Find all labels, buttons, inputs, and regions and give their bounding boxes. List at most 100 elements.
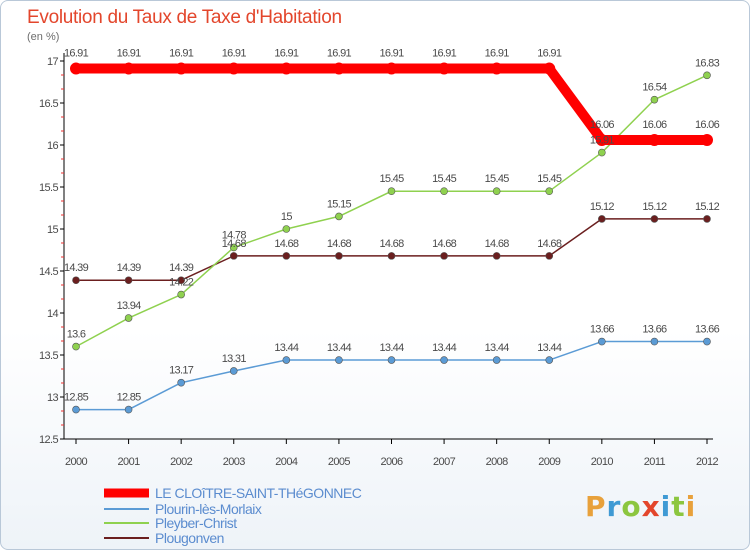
x-tick-label: 2007 [433, 456, 456, 468]
data-point [72, 405, 80, 414]
data-point [335, 356, 343, 364]
y-tick-label: 16 [47, 140, 59, 152]
data-point [177, 276, 185, 285]
data-point [598, 337, 606, 346]
data-point [70, 62, 82, 75]
data-label: 16.06 [642, 119, 667, 131]
x-tick-label: 2004 [275, 456, 298, 468]
data-label: 15.45 [537, 173, 562, 185]
data-point [492, 252, 501, 260]
data-label: 16.83 [695, 57, 720, 69]
data-label: 16.91 [117, 48, 142, 60]
data-label: 16.91 [432, 48, 457, 60]
data-point [492, 187, 501, 195]
data-point [175, 62, 188, 75]
data-label: 14.22 [169, 277, 194, 289]
data-point [440, 356, 448, 364]
data-point [545, 356, 554, 364]
x-tick-label: 2010 [591, 456, 614, 468]
data-point [177, 378, 185, 387]
data-label: 14.68 [327, 238, 352, 250]
legend-label: Plougonven [155, 530, 224, 546]
data-point [282, 252, 291, 260]
data-point [650, 215, 659, 223]
data-point [280, 62, 293, 75]
data-label: 16.91 [169, 48, 194, 60]
data-label: 13.44 [537, 342, 562, 354]
data-label: 14.39 [64, 262, 89, 274]
data-point [229, 367, 238, 375]
data-label: 16.54 [642, 82, 667, 94]
x-tick-label: 2006 [380, 456, 403, 468]
data-point [598, 148, 606, 157]
data-point [648, 133, 661, 146]
y-tick-label: 14 [47, 308, 59, 320]
data-point [598, 215, 606, 223]
data-label: 13.66 [642, 324, 667, 336]
legend-label: LE CLOîTRE-SAINT-THéGONNEC [155, 485, 362, 501]
data-label: 16.91 [327, 48, 352, 60]
x-tick-label: 2003 [223, 456, 246, 468]
x-tick-label: 2012 [696, 456, 719, 468]
data-label: 15.15 [327, 198, 352, 210]
data-point [332, 62, 345, 75]
data-point [282, 356, 291, 364]
legend-label: Pleyber-Christ [155, 515, 237, 531]
data-label: 15.91 [590, 135, 615, 147]
proxiti-logo: Proxiti [585, 490, 697, 523]
data-point [72, 342, 80, 351]
data-point [177, 290, 185, 299]
data-label: 13.17 [169, 365, 194, 377]
data-point [545, 187, 554, 195]
data-point [282, 225, 291, 233]
data-label: 13.44 [327, 342, 352, 354]
data-point [72, 276, 80, 285]
data-label: 16.91 [379, 48, 404, 60]
data-label: 14.39 [117, 262, 142, 274]
y-tick-label: 14.5 [39, 266, 58, 278]
data-label: 14.78 [222, 229, 247, 241]
data-label: 13.66 [590, 324, 615, 336]
data-point [385, 62, 398, 75]
data-point [703, 215, 711, 223]
x-tick-label: 2000 [65, 456, 88, 468]
data-point [703, 71, 711, 80]
data-label: 16.91 [485, 48, 510, 60]
data-label: 13.44 [379, 342, 404, 354]
data-point [124, 276, 133, 285]
data-point [701, 133, 713, 146]
data-label: 12.85 [117, 392, 142, 404]
data-label: 14.68 [379, 238, 404, 250]
data-label: 12.85 [64, 392, 89, 404]
data-point [124, 405, 133, 414]
data-label: 15.12 [642, 201, 667, 213]
data-point [122, 62, 135, 75]
data-point [650, 95, 659, 104]
data-label: 16.06 [590, 119, 615, 131]
data-label: 16.06 [695, 119, 720, 131]
y-tick-label: 13.5 [39, 350, 58, 362]
data-point [387, 187, 396, 195]
unit-label: (en %) [27, 31, 60, 43]
data-point [650, 337, 659, 346]
data-point [335, 252, 343, 260]
y-tick-label: 15.5 [39, 182, 58, 194]
data-label: 15.45 [432, 173, 457, 185]
data-label: 15 [281, 211, 292, 223]
data-point [438, 62, 451, 75]
data-label: 13.31 [222, 353, 247, 365]
data-label: 15.45 [379, 173, 404, 185]
chart-title: Evolution du Taux de Taxe d'Habitation [27, 7, 342, 28]
x-tick-label: 2009 [538, 456, 561, 468]
data-label: 15.45 [485, 173, 510, 185]
data-label: 14.68 [222, 238, 247, 250]
y-tick-label: 12.5 [39, 434, 58, 446]
data-point [490, 62, 503, 75]
data-point [440, 187, 448, 195]
data-label: 13.66 [695, 324, 720, 336]
data-label: 14.39 [169, 262, 194, 274]
x-tick-label: 2002 [170, 456, 193, 468]
data-label: 15.12 [590, 201, 615, 213]
data-point [595, 133, 608, 146]
x-tick-label: 2008 [486, 456, 509, 468]
